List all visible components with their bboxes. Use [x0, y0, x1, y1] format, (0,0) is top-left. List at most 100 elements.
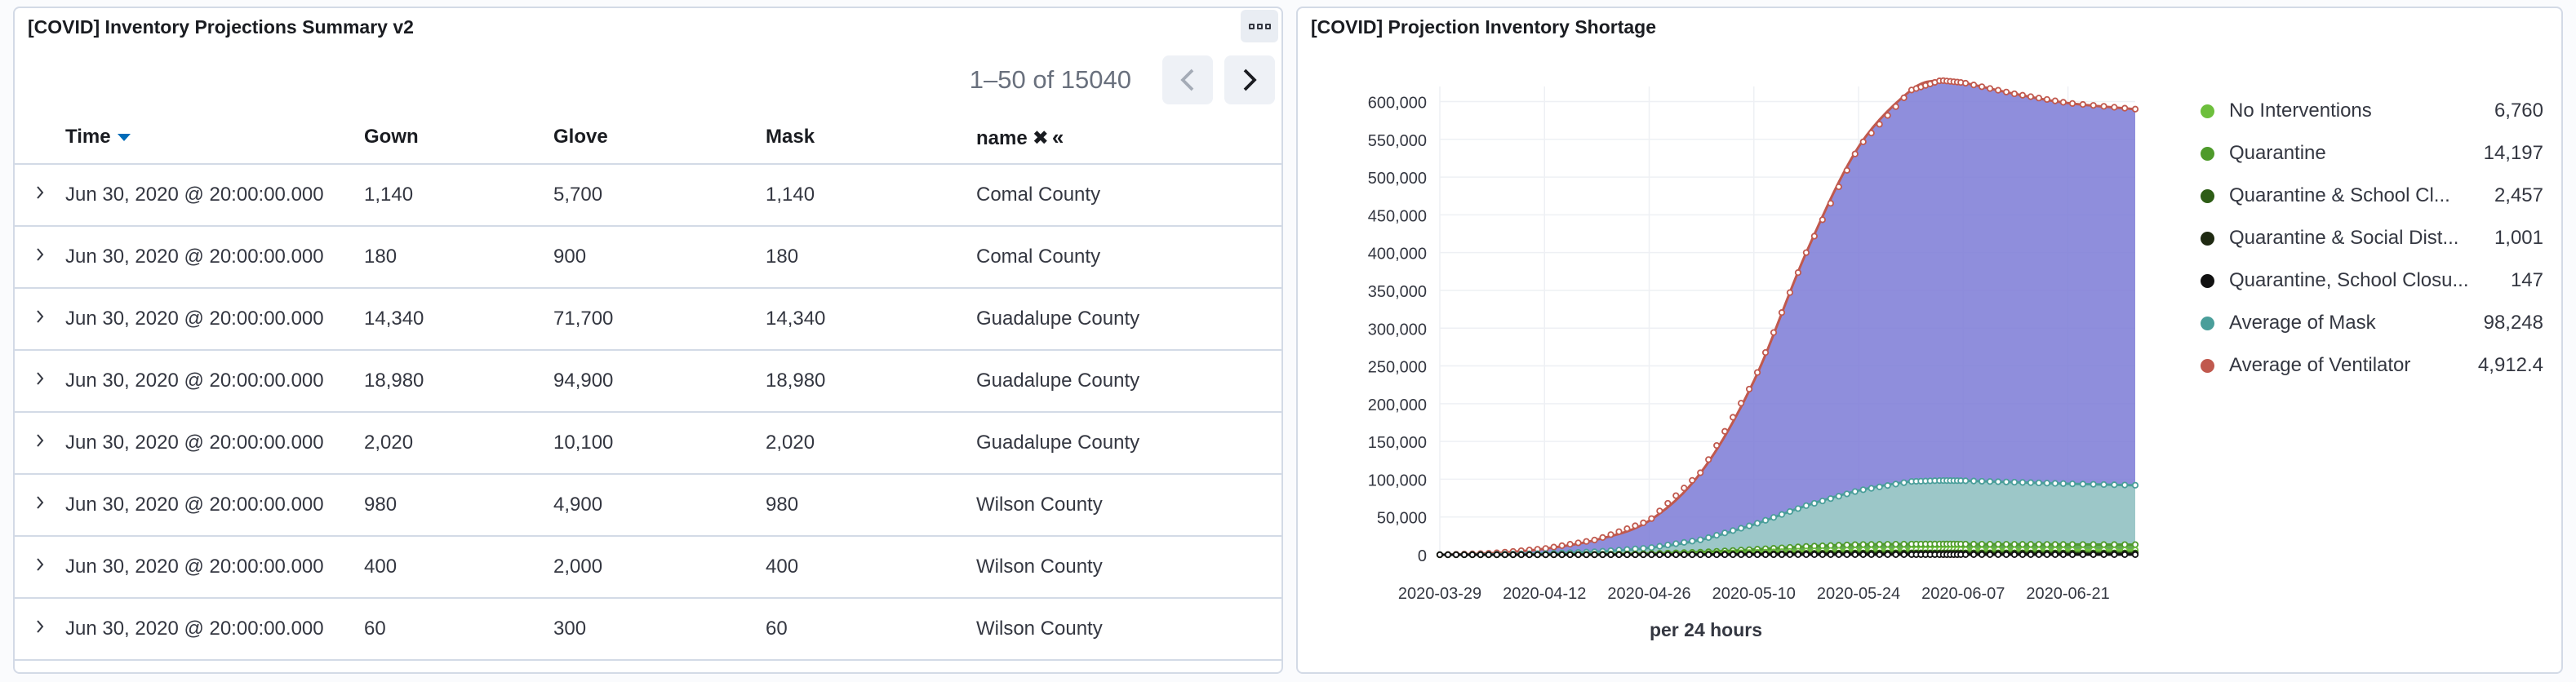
data-point	[2019, 551, 2027, 558]
data-point	[1681, 485, 1688, 492]
expand-row-button[interactable]	[15, 598, 65, 661]
data-point	[2059, 551, 2067, 558]
data-point	[1632, 551, 1639, 559]
cell-glove: 5,700	[553, 164, 766, 227]
data-point	[2121, 481, 2129, 489]
cell-time: Jun 30, 2020 @ 20:00:00.000	[65, 288, 364, 351]
column-header-name[interactable]: name ✖ «	[976, 111, 1281, 165]
expand-row-button[interactable]	[15, 474, 65, 537]
data-point	[1632, 522, 1639, 529]
inventory-summary-panel: [COVID] Inventory Projections Summary v2…	[13, 7, 1283, 674]
legend-label: Quarantine, School Closu...	[2229, 269, 2469, 291]
expand-row-button[interactable]	[15, 288, 65, 351]
cell-glove: 300	[553, 598, 766, 661]
data-point	[1656, 551, 1663, 559]
data-point	[1770, 329, 1778, 336]
cell-time: Jun 30, 2020 @ 20:00:00.000	[65, 412, 364, 475]
data-point	[1884, 541, 1891, 548]
data-point	[2111, 551, 2118, 558]
y-tick-label: 250,000	[1368, 359, 1427, 377]
panel-options-button[interactable]	[1241, 10, 1278, 42]
data-point	[1778, 309, 1786, 317]
column-header-mask[interactable]: Mask	[766, 111, 976, 165]
data-point	[1566, 551, 1574, 559]
data-point	[2035, 551, 2043, 558]
legend-item[interactable]: No Interventions 6,760	[2201, 90, 2543, 132]
previous-page-button[interactable]	[1162, 55, 1213, 104]
table-row: Jun 30, 2020 @ 20:00:00.000 400 2,000 400 Wi…	[15, 536, 1281, 599]
data-point	[1900, 551, 1908, 558]
data-point	[2090, 541, 2097, 548]
sort-descending-icon[interactable]	[117, 134, 131, 142]
data-point	[2043, 480, 2050, 487]
remove-column-icon[interactable]: ✖	[1032, 126, 1049, 149]
table-row: Jun 30, 2020 @ 20:00:00.000 980 4,900 980 Wi…	[15, 474, 1281, 537]
data-point	[2059, 99, 2067, 106]
series-area	[1440, 79, 2135, 556]
cell-glove: 10,100	[553, 412, 766, 475]
legend-item[interactable]: Quarantine & Social Dist... 1,001	[2201, 217, 2543, 259]
data-point	[1962, 79, 1970, 87]
data-point	[1970, 540, 1978, 548]
cell-time: Jun 30, 2020 @ 20:00:00.000	[65, 350, 364, 413]
cell-glove: 71,700	[553, 288, 766, 351]
data-point	[1745, 385, 1753, 393]
data-point	[1770, 514, 1778, 521]
data-point	[1778, 511, 1786, 518]
x-tick-label: 2020-06-21	[2026, 585, 2109, 603]
column-header-glove[interactable]: Glove	[553, 111, 766, 165]
data-point	[2010, 551, 2019, 558]
expand-row-button[interactable]	[15, 226, 65, 289]
move-left-icon[interactable]: «	[1051, 124, 1064, 149]
expand-row-button[interactable]	[15, 412, 65, 475]
data-point	[1745, 522, 1753, 529]
data-point	[2111, 104, 2118, 111]
expand-row-button[interactable]	[15, 350, 65, 413]
data-point	[1843, 541, 1850, 549]
y-tick-label: 500,000	[1368, 170, 1427, 188]
legend-item[interactable]: Average of Mask 98,248	[2201, 302, 2543, 344]
legend-value: 4,912.4	[2477, 354, 2543, 376]
data-point	[1672, 540, 1680, 547]
data-point	[1868, 485, 1875, 492]
data-point	[1493, 551, 1500, 559]
data-point	[1705, 534, 1712, 542]
legend-item[interactable]: Quarantine & School Cl... 2,457	[2201, 175, 2543, 217]
data-point	[1770, 551, 1778, 559]
data-point	[1599, 551, 1606, 559]
data-point	[1794, 269, 1802, 277]
data-point	[1994, 478, 2002, 485]
legend-item[interactable]: Quarantine, School Closu... 147	[2201, 259, 2543, 302]
series-area	[1440, 480, 2135, 555]
y-tick-label: 450,000	[1368, 207, 1427, 225]
data-point	[1868, 129, 1875, 137]
legend-value: 147	[2510, 269, 2543, 291]
legend-value: 6,760	[2494, 100, 2543, 122]
data-point	[1761, 348, 1770, 356]
expand-row-button[interactable]	[15, 164, 65, 227]
data-point	[1558, 542, 1566, 549]
data-point	[1892, 480, 1899, 488]
cell-mask: 980	[766, 474, 976, 537]
next-page-button[interactable]	[1224, 55, 1275, 104]
x-tick-label: 2020-05-10	[1712, 585, 1796, 603]
data-point	[1802, 502, 1810, 509]
data-point	[2079, 551, 2086, 558]
data-point	[2068, 541, 2076, 548]
data-point	[1986, 551, 1994, 558]
y-tick-label: 200,000	[1368, 396, 1427, 414]
legend-dot-icon	[2201, 104, 2214, 118]
chevron-right-icon	[37, 186, 44, 199]
data-point	[1542, 551, 1549, 559]
data-point	[1900, 540, 1908, 548]
data-point	[1962, 477, 1970, 485]
cell-gown: 14,340	[364, 288, 553, 351]
column-header-gown[interactable]: Gown	[364, 111, 553, 165]
column-header-time[interactable]: Time	[65, 111, 364, 165]
legend-dot-icon	[2201, 316, 2214, 330]
data-point	[1827, 551, 1834, 558]
legend-item[interactable]: Average of Ventilator 4,912.4	[2201, 344, 2543, 387]
expand-row-button[interactable]	[15, 536, 65, 599]
data-point	[1786, 289, 1794, 296]
legend-item[interactable]: Quarantine 14,197	[2201, 132, 2543, 175]
